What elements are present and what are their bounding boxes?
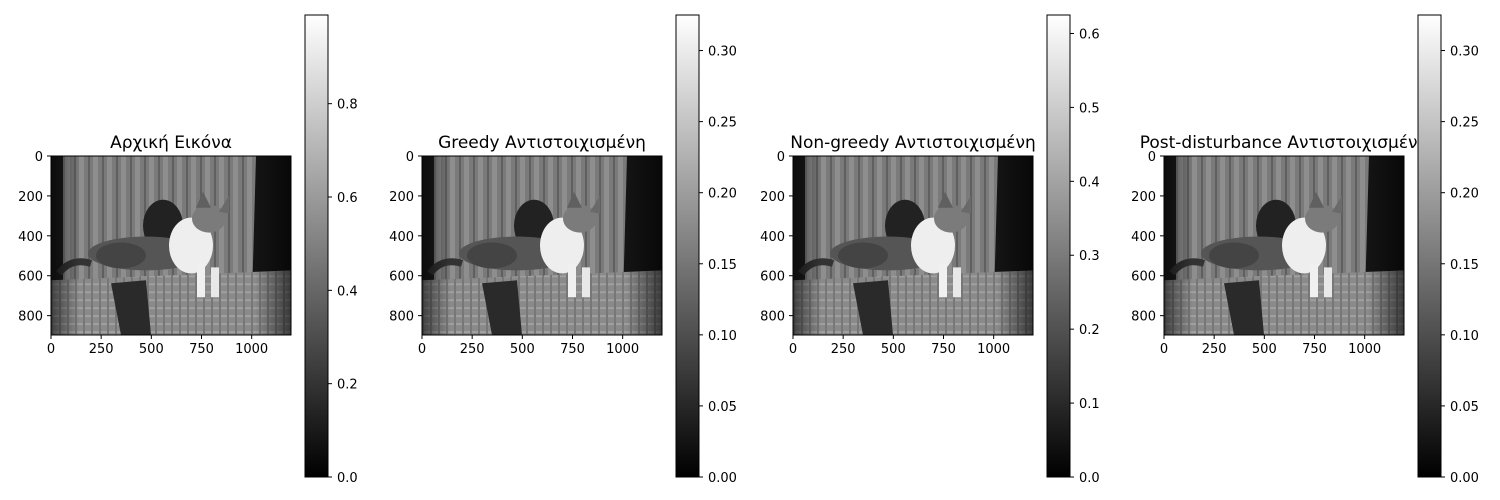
x-tick-label: 750 [189, 342, 214, 357]
panel-title: Non-greedy Αντιστοιχισμένη [790, 133, 1036, 153]
x-tick-label: 0 [789, 342, 797, 357]
colorbar-tick-label: 0.20 [1450, 187, 1479, 202]
y-tick-label: 800 [389, 310, 414, 325]
y-tick-label: 0 [35, 150, 43, 165]
y-tick-label: 400 [760, 230, 785, 245]
cat-image [51, 156, 291, 335]
colorbar-tick-label: 0.30 [708, 45, 737, 60]
colorbar [304, 14, 329, 478]
colorbar-tick-label: 0.4 [1079, 175, 1100, 190]
y-tick-label: 400 [1131, 230, 1156, 245]
x-tick-label: 250 [89, 342, 114, 357]
x-tick-label: 500 [510, 342, 535, 357]
colorbar-tick-label: 0.5 [1079, 101, 1100, 116]
y-tick-label: 600 [1131, 270, 1156, 285]
x-tick-label: 500 [1252, 342, 1277, 357]
image-frame [792, 155, 1034, 336]
image-frame [1163, 155, 1405, 336]
y-tick-label: 0 [1148, 150, 1156, 165]
colorbar-tick-label: 0.25 [1450, 116, 1479, 131]
colorbar-tick-label: 0.6 [337, 191, 358, 206]
colorbar-tick-label: 0.05 [1450, 400, 1479, 415]
cat-image [793, 156, 1033, 335]
colorbar-tick-label: 0.2 [1079, 323, 1100, 338]
y-tick-label: 400 [18, 230, 43, 245]
x-tick-label: 1000 [606, 342, 639, 357]
colorbar-tick-label: 0.6 [1079, 27, 1100, 42]
colorbar-tick-label: 0.8 [337, 98, 358, 113]
y-tick-label: 800 [1131, 310, 1156, 325]
x-tick-label: 750 [1302, 342, 1327, 357]
panel-1: Αρχική Εικόνα 0 250 500 750 1000 0 200 400 600 800… [18, 14, 358, 486]
x-tick-label: 750 [560, 342, 585, 357]
x-tick-label: 0 [1160, 342, 1168, 357]
colorbar [1046, 14, 1071, 478]
colorbar-tick-label: 0.15 [708, 258, 737, 273]
x-tick-label: 500 [139, 342, 164, 357]
colorbar-tick-label: 0.3 [1079, 249, 1100, 264]
panel-title: Greedy Αντιστοιχισμένη [438, 133, 646, 153]
y-tick-label: 0 [777, 150, 785, 165]
colorbar [675, 14, 700, 478]
colorbar-tick-label: 0.4 [337, 284, 358, 299]
x-tick-label: 0 [47, 342, 55, 357]
colorbar-tick-label: 0.15 [1450, 258, 1479, 273]
colorbar-tick-label: 0.0 [337, 471, 358, 486]
colorbar-tick-label: 0.00 [708, 471, 737, 486]
panel-2: Greedy Αντιστοιχισμένη 0 250 500 750 1000 0 200… [389, 14, 737, 486]
x-tick-label: 1000 [977, 342, 1010, 357]
colorbar-tick-label: 0.10 [708, 329, 737, 344]
y-tick-label: 600 [18, 270, 43, 285]
y-tick-label: 400 [389, 230, 414, 245]
image-frame [50, 155, 292, 336]
colorbar-tick-label: 0.30 [1450, 45, 1479, 60]
y-tick-label: 800 [18, 310, 43, 325]
colorbar-tick-label: 0.20 [708, 187, 737, 202]
colorbar-tick-label: 0.10 [1450, 329, 1479, 344]
colorbar-tick-label: 0.2 [337, 378, 358, 393]
y-tick-label: 600 [760, 270, 785, 285]
cat-image [422, 156, 662, 335]
cat-image [1164, 156, 1404, 335]
colorbar-tick-label: 0.05 [708, 400, 737, 415]
x-tick-label: 1000 [1348, 342, 1381, 357]
x-tick-label: 500 [881, 342, 906, 357]
y-tick-label: 600 [389, 270, 414, 285]
colorbar-tick-label: 0.0 [1079, 471, 1100, 486]
y-tick-label: 200 [1131, 190, 1156, 205]
colorbar-tick-label: 0.25 [708, 116, 737, 131]
y-tick-label: 200 [760, 190, 785, 205]
colorbar-tick-label: 0.1 [1079, 397, 1100, 412]
y-tick-label: 200 [389, 190, 414, 205]
panel-title: Αρχική Εικόνα [110, 133, 232, 153]
y-tick-label: 800 [760, 310, 785, 325]
y-tick-label: 200 [18, 190, 43, 205]
panel-3: Non-greedy Αντιστοιχισμένη 0 250 500 750 1000… [760, 14, 1100, 486]
x-tick-label: 250 [1202, 342, 1227, 357]
colorbar-tick-label: 0.00 [1450, 471, 1479, 486]
x-tick-label: 250 [460, 342, 485, 357]
colorbar [1417, 14, 1442, 478]
x-tick-label: 0 [418, 342, 426, 357]
panel-title: Post-disturbance Αντιστοιχισμένη [1140, 133, 1429, 153]
x-tick-label: 750 [931, 342, 956, 357]
x-tick-label: 250 [831, 342, 856, 357]
y-tick-label: 0 [406, 150, 414, 165]
image-frame [421, 155, 663, 336]
x-tick-label: 1000 [235, 342, 268, 357]
